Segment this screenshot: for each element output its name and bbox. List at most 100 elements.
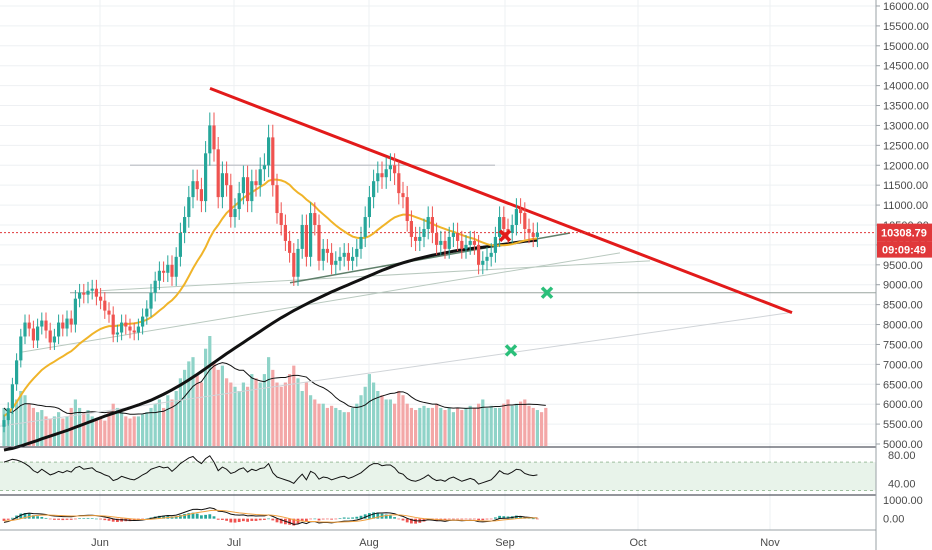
price-tick-label: 6000.00 [883, 399, 923, 411]
volume-bar [384, 399, 388, 446]
volume-ma-line [3, 362, 546, 415]
candle-body [204, 153, 208, 202]
macd-histogram-bar [275, 518, 279, 523]
candle-body [170, 264, 174, 277]
rsi-band [0, 462, 876, 491]
candle-body [6, 408, 10, 421]
candle-body [199, 189, 203, 202]
macd-histogram-bar [11, 517, 14, 519]
volume-bar [493, 407, 497, 446]
candle-body [414, 236, 418, 241]
volume-bar [6, 416, 10, 446]
candle-body [36, 326, 40, 341]
macd-histogram-bar [334, 518, 338, 520]
candle-body [86, 290, 90, 295]
volume-bar [405, 403, 409, 446]
volume-bar [132, 416, 136, 446]
candle-body [456, 232, 460, 241]
macd-histogram-bar [183, 514, 186, 519]
candle-body [485, 256, 489, 261]
candle-body [325, 248, 329, 253]
price-tick-label: 13500.00 [883, 101, 929, 113]
candle-body [78, 292, 82, 299]
volume-bar [187, 361, 191, 446]
volume-bar [346, 412, 350, 446]
volume-bar [48, 418, 52, 446]
candle-body [363, 217, 367, 237]
macd-histogram-bar [78, 518, 81, 519]
volume-bar [393, 403, 397, 446]
volume-bar [57, 412, 61, 446]
price-tick-label: 6500.00 [883, 379, 923, 391]
volume-bar [174, 391, 178, 446]
volume-bar [73, 399, 77, 446]
volume-bar [414, 410, 418, 446]
candle-body [342, 252, 346, 257]
macd-histogram-bar [498, 515, 501, 519]
price-tick-label: 9000.00 [883, 280, 923, 292]
candle-body [237, 193, 241, 210]
candle-body [183, 217, 187, 233]
volume-bar [527, 405, 531, 446]
volume-bar [535, 410, 539, 446]
macd-histogram-bar [502, 516, 506, 519]
candle-body [153, 280, 157, 293]
volume-bar [237, 391, 241, 446]
volume-bar [27, 403, 31, 446]
candle-body [283, 224, 287, 241]
volume-bar [212, 361, 216, 446]
macd-histogram-bar [99, 518, 102, 520]
candle-body [481, 260, 485, 265]
macd-histogram-bar [271, 518, 275, 521]
macd-histogram-bar [305, 518, 308, 522]
candle-body [367, 197, 371, 218]
macd-histogram-bar [174, 516, 178, 519]
volume-bar [439, 407, 443, 446]
candle-body [15, 360, 19, 385]
volume-bar [510, 405, 514, 446]
volume-bar [342, 412, 346, 446]
candlesticks [2, 112, 539, 433]
volume-bar [485, 407, 489, 446]
volume-bar [145, 412, 149, 446]
macd-histogram-bar [309, 518, 312, 520]
candle-body [309, 213, 313, 257]
macd-histogram-bar [410, 518, 413, 524]
candle-body [216, 149, 220, 198]
volume-bar [52, 416, 56, 446]
volume-bar [183, 369, 187, 446]
rsi-pane [0, 446, 876, 491]
volume-bar [283, 382, 287, 446]
price-tick-label: 14500.00 [883, 61, 929, 73]
volume-bar [40, 410, 44, 446]
volume-bar [19, 391, 23, 446]
candle-body [262, 165, 266, 170]
macd-histogram-bar [242, 518, 245, 522]
macd-histogram-bar [233, 518, 237, 523]
volume-bar [258, 382, 262, 446]
candle-body [510, 224, 514, 233]
candle-body [19, 336, 23, 361]
volume-bar [380, 395, 384, 446]
target-marker-icon [540, 286, 554, 299]
macd-histogram-bar [506, 516, 510, 519]
candle-body [447, 236, 451, 249]
candle-body [460, 240, 464, 249]
macd-histogram-bar [464, 518, 468, 520]
macd-histogram-bar [48, 518, 52, 520]
volume-bar [178, 378, 182, 446]
volume-bar [10, 412, 14, 446]
volume-bar [506, 399, 510, 446]
price-tick-label: 15500.00 [883, 21, 929, 33]
macd-histogram-bar [389, 515, 392, 519]
candle-body [300, 224, 304, 249]
macd-histogram-bar [132, 518, 136, 521]
candle-body [384, 169, 388, 178]
volume-bar [502, 403, 506, 446]
macd-histogram-bar [473, 518, 476, 520]
macd-histogram-bar [6, 518, 10, 520]
price-tick-label: 11000.00 [883, 200, 928, 212]
macd-histogram-bar [107, 518, 111, 521]
candle-body [430, 217, 434, 233]
